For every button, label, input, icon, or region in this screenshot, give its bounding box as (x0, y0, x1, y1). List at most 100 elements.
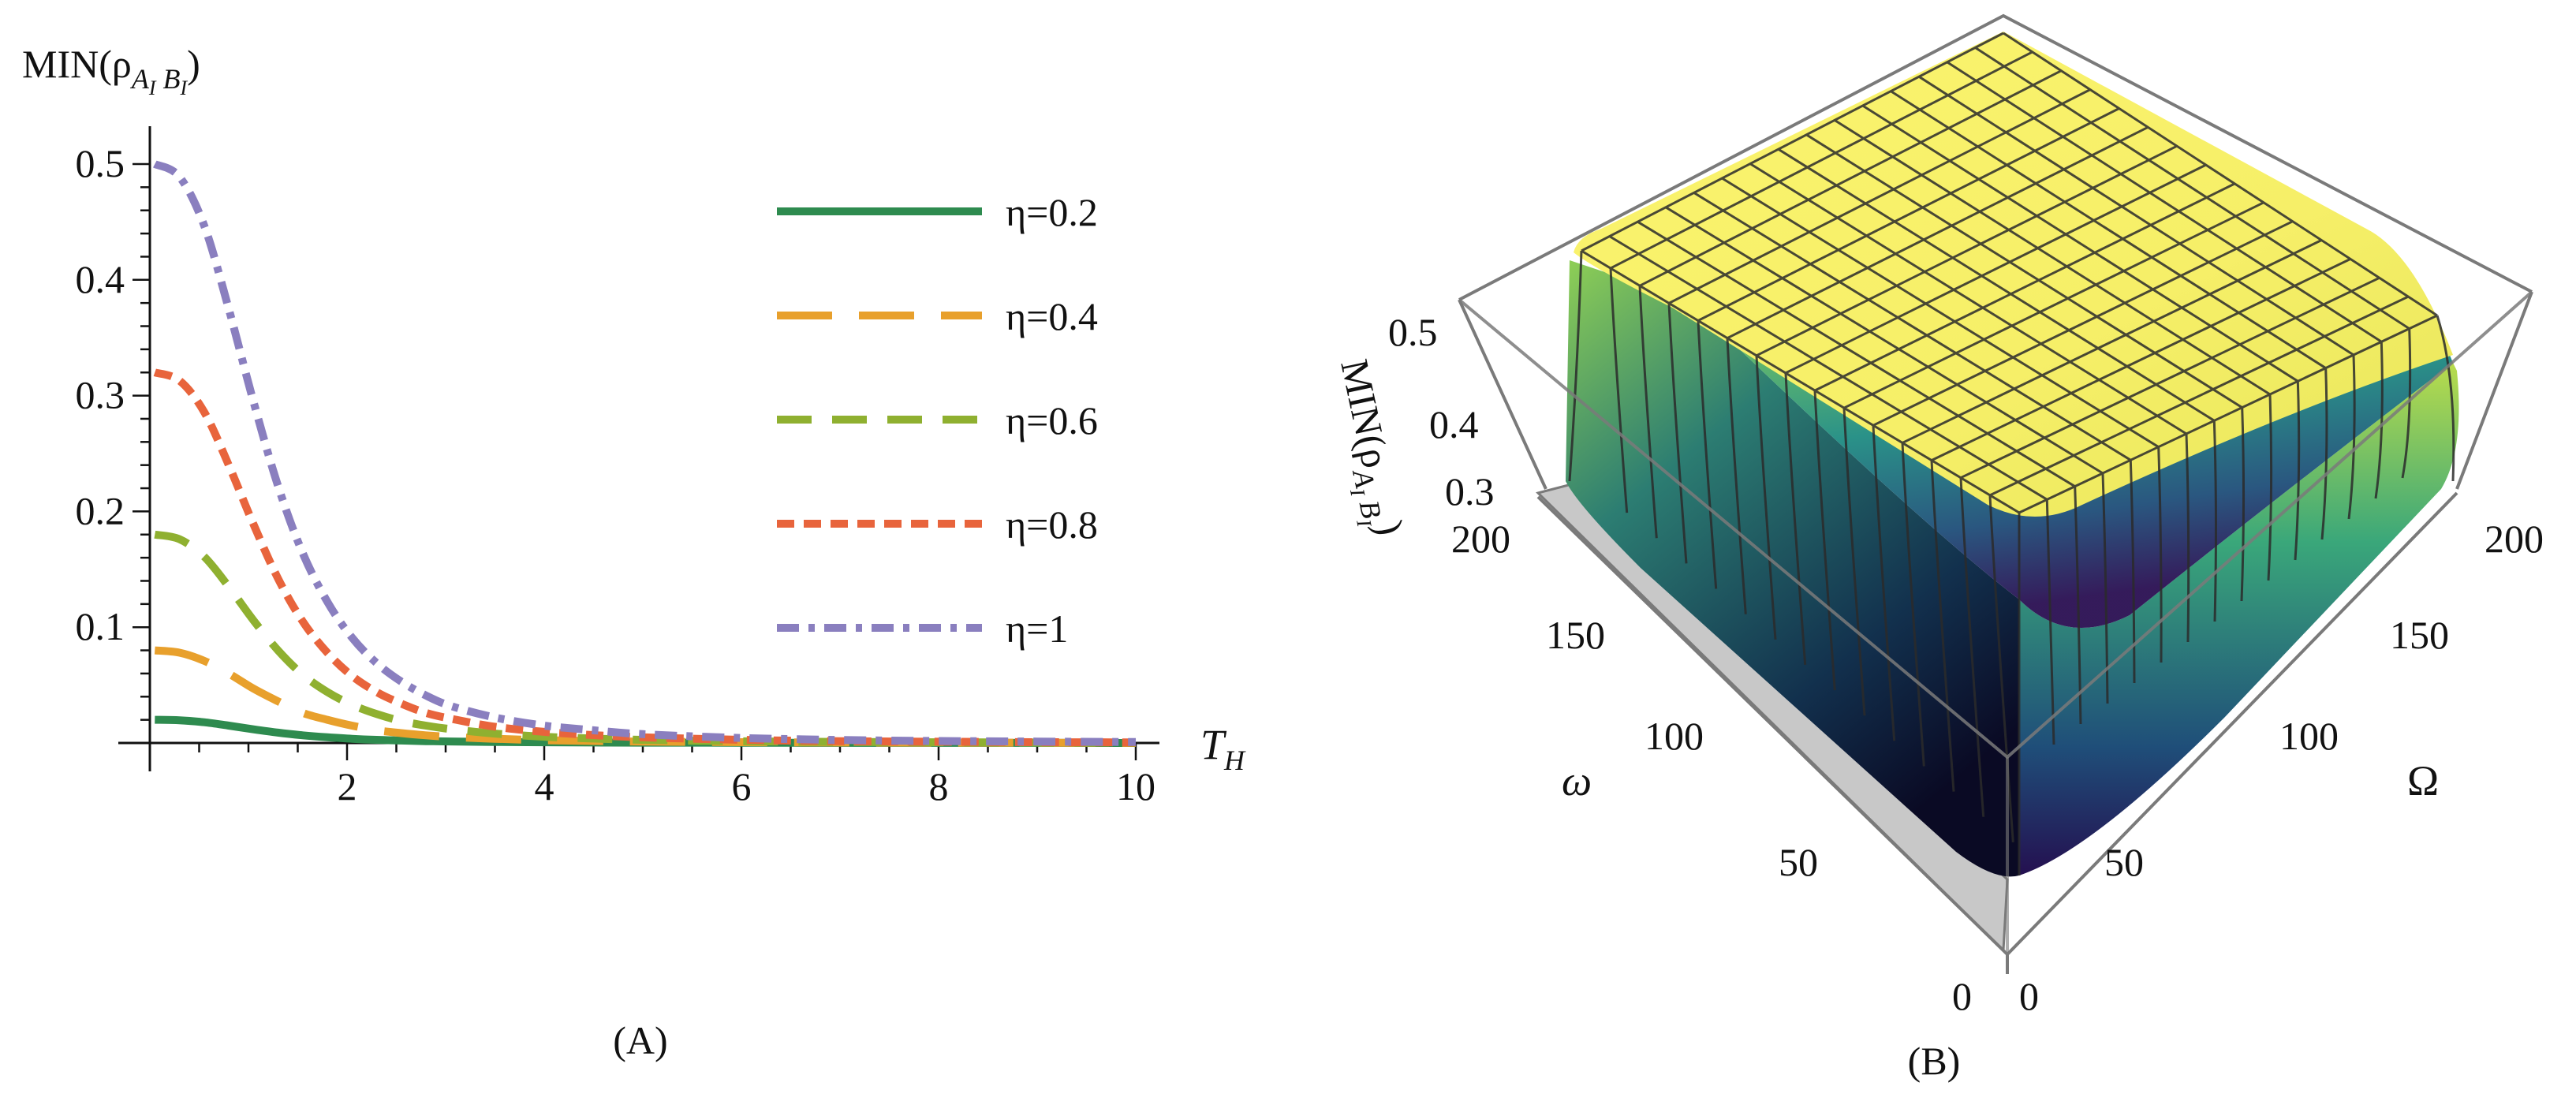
z-axis-ticks: 0.5 0.4 0.3 (1388, 310, 1495, 513)
omega-tick-label: 0 (1952, 974, 1972, 1018)
mesh-line (1902, 239, 2322, 444)
mesh-line (2185, 433, 2190, 643)
mesh-line (1901, 442, 1925, 767)
mesh-line (2240, 407, 2246, 602)
Omega-axis-label: Ω (2407, 757, 2439, 804)
mesh-line (1842, 408, 1866, 716)
mesh-line (1727, 125, 2149, 340)
series-line (154, 646, 1137, 747)
mesh-line (2347, 354, 2356, 520)
x-tick-label: 4 (535, 764, 554, 808)
mesh-line (1946, 61, 2383, 343)
panel-a-axes: 2 4 6 8 10 0.1 0.2 0.3 0.4 0.5 (76, 126, 1159, 808)
panel-b-surface-plot: 0.5 0.4 0.3 MIN(ρAI BI) 200 150 100 50 0… (1320, 13, 2544, 1083)
mesh-line (1960, 276, 2380, 480)
mesh-line (1693, 192, 2132, 461)
x-tick-label: 6 (732, 764, 752, 808)
y-tick-label: 0.5 (76, 141, 125, 185)
mesh-line (1890, 90, 2327, 369)
mesh-line (2436, 315, 2455, 482)
box-back-edges (1458, 13, 2533, 490)
omega-tick-label: 200 (1451, 517, 1510, 561)
mesh-line (1726, 338, 1747, 614)
mesh-line (1721, 177, 2160, 448)
mesh-line (1930, 460, 1955, 792)
mesh-line (1785, 163, 2207, 375)
mesh-line (1668, 88, 2091, 304)
mesh-line (2401, 328, 2412, 479)
panel-a-series (153, 160, 1137, 747)
mesh-line (1861, 104, 2299, 383)
y-tick-label: 0.2 (76, 488, 125, 532)
mesh-line (2212, 420, 2217, 622)
mesh-line (1608, 235, 2048, 501)
mesh-line (1959, 477, 1985, 817)
Omega-tick-label: 50 (2104, 840, 2144, 884)
mesh-line (2003, 32, 2438, 317)
mesh-line (1989, 295, 2409, 497)
Omega-tick-label: 0 (2019, 974, 2039, 1018)
mesh-line (2074, 486, 2082, 725)
omega-tick-label: 150 (1546, 613, 1605, 657)
mesh-line (1777, 147, 2216, 422)
mesh-line (2018, 314, 2438, 514)
mesh-line (1784, 372, 1807, 666)
mesh-line (1872, 425, 1896, 741)
panel-b-label: (B) (1908, 1039, 1961, 1083)
legend-label: η=0.4 (1006, 294, 1098, 338)
mesh-line (2267, 394, 2273, 581)
box-front-edges (1458, 290, 2533, 974)
mesh-line (1637, 220, 2076, 487)
mesh-line (1834, 119, 2271, 396)
mesh-line (1610, 50, 2033, 270)
Omega-tick-label: 150 (2390, 613, 2449, 657)
legend-label: η=0.2 (1006, 190, 1098, 234)
Omega-tick-label: 200 (2485, 517, 2544, 561)
mesh-line (2157, 446, 2163, 663)
legend-label: η=0.8 (1006, 502, 1098, 547)
mesh-line (2045, 499, 2055, 745)
panel-b-z-axis-label: MIN(ρAI BI) (1320, 356, 1413, 542)
panel-a-line-chart: 2 4 6 8 100.10.20.30.40.5 η=0.2η=0.4η=0.6η=0… (22, 42, 1246, 1062)
y-tick-label: 0.3 (76, 373, 125, 417)
omega-tick-label: 100 (1645, 714, 1704, 758)
mesh-line (1665, 206, 2104, 475)
z-tick-label: 0.5 (1388, 310, 1438, 354)
mesh-line (1843, 201, 2264, 409)
mesh-line (1918, 75, 2354, 357)
surface-right-face (2019, 363, 2459, 875)
omega-axis-ticks: 200 150 100 50 0 (1451, 517, 1972, 1018)
mesh-line (2129, 460, 2136, 684)
Omega-tick-label: 100 (2279, 714, 2339, 758)
mesh-line (1568, 250, 1583, 482)
surface-left-face (1566, 260, 2019, 877)
series-line (154, 530, 1137, 747)
mesh-line (1756, 144, 2178, 357)
mesh-line (1581, 249, 2020, 514)
y-tick-label: 0.4 (76, 257, 125, 301)
mesh-line (1697, 107, 2120, 322)
panel-a-x-axis-label: TH (1200, 721, 1246, 776)
z-tick-label: 0.4 (1429, 402, 1479, 446)
Omega-axis-ticks: 0 50 100 150 200 (2019, 517, 2544, 1018)
mesh-line (1872, 220, 2294, 427)
mesh-line (1805, 133, 2243, 409)
mesh-line (1609, 268, 1629, 513)
omega-tick-label: 50 (1779, 840, 1818, 884)
mesh-line (1581, 32, 2004, 252)
series-line (153, 160, 1137, 746)
mesh-line (1755, 355, 1777, 640)
mesh-line (1639, 69, 2062, 287)
mesh-line (1814, 182, 2235, 392)
x-tick-label: 10 (1116, 764, 1155, 808)
panel-a-y-axis-label: MIN(ρAI BI) (22, 42, 200, 99)
mesh-line (1667, 303, 1688, 564)
mesh-line (1813, 390, 1836, 691)
y-tick-label: 0.1 (76, 604, 125, 648)
panel-a-legend: η=0.2 η=0.4 η=0.6 η=0.8 η=1 (777, 190, 1098, 651)
z-tick-label: 0.3 (1445, 469, 1495, 513)
x-tick-label: 8 (929, 764, 949, 808)
mesh-line (2374, 342, 2384, 499)
legend-label: η=0.6 (1006, 398, 1098, 442)
mesh-line (1638, 286, 1658, 539)
